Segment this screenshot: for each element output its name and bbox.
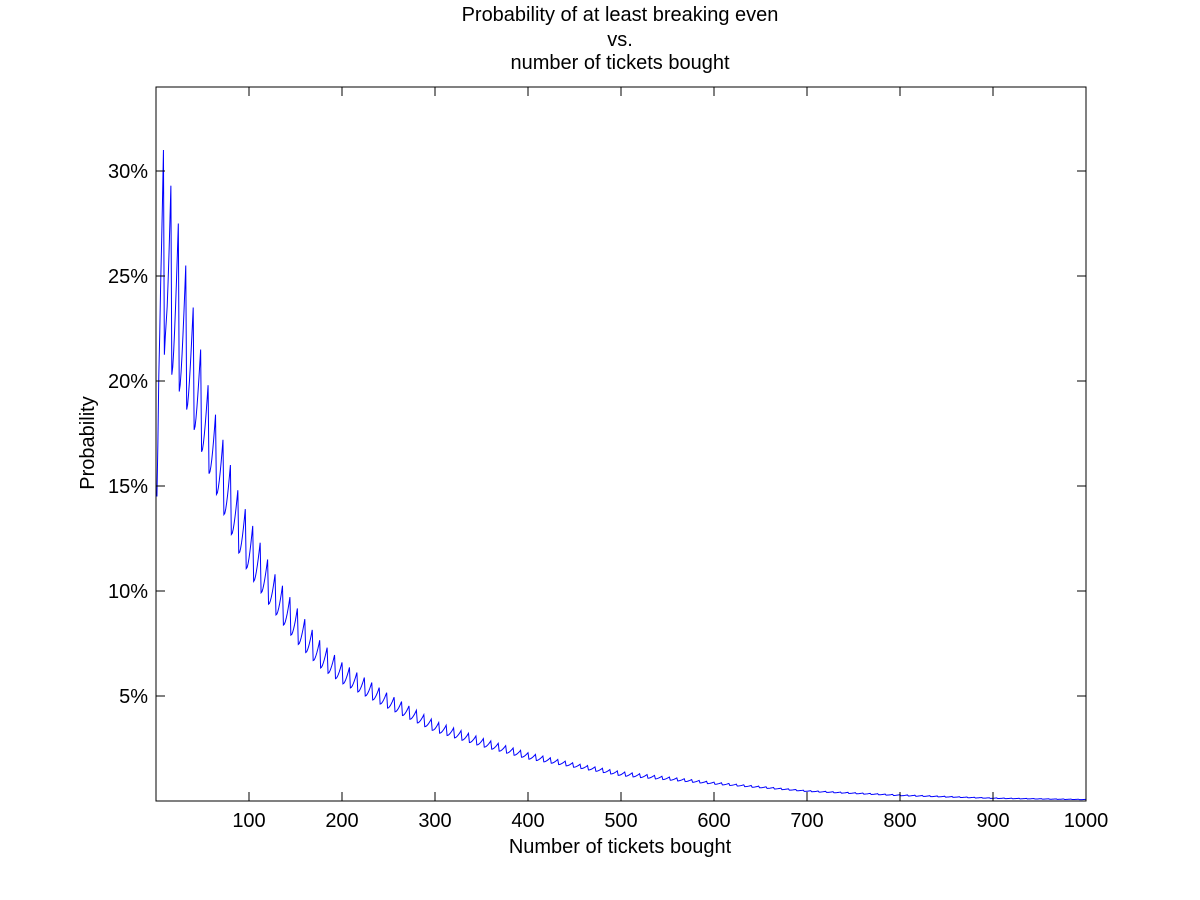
x-axis: 100 200 300 400 500 600 700 800 900 1000 <box>232 87 1108 832</box>
y-axis: 5% 10% 15% 20% 25% 30% <box>108 161 1086 708</box>
x-tick-label: 600 <box>697 810 730 832</box>
x-tick-label: 900 <box>976 810 1009 832</box>
x-tick-label: 700 <box>790 810 823 832</box>
y-tick-label: 25% <box>108 266 148 288</box>
y-tick-label: 30% <box>108 161 148 183</box>
chart-title-line-2: vs. <box>607 29 633 51</box>
y-tick-label: 5% <box>119 686 148 708</box>
x-tick-label: 100 <box>232 810 265 832</box>
plot-frame <box>155 86 1087 802</box>
plot-area <box>155 86 1087 802</box>
x-axis-label: Number of tickets bought <box>509 836 732 858</box>
y-tick-label: 15% <box>108 476 148 498</box>
x-tick-label: 200 <box>325 810 358 832</box>
y-tick-label: 10% <box>108 581 148 603</box>
x-tick-label: 800 <box>883 810 916 832</box>
x-tick-label: 400 <box>511 810 544 832</box>
chart-title-line-3: number of tickets bought <box>510 52 730 74</box>
chart-title-line-1: Probability of at least breaking even <box>461 4 779 26</box>
series-line <box>156 149 1087 801</box>
x-tick-label: 300 <box>418 810 451 832</box>
y-tick-label: 20% <box>108 371 148 393</box>
y-axis-label: Probability <box>77 396 99 489</box>
x-tick-label: 1000 <box>1064 810 1109 832</box>
x-tick-label: 500 <box>604 810 637 832</box>
